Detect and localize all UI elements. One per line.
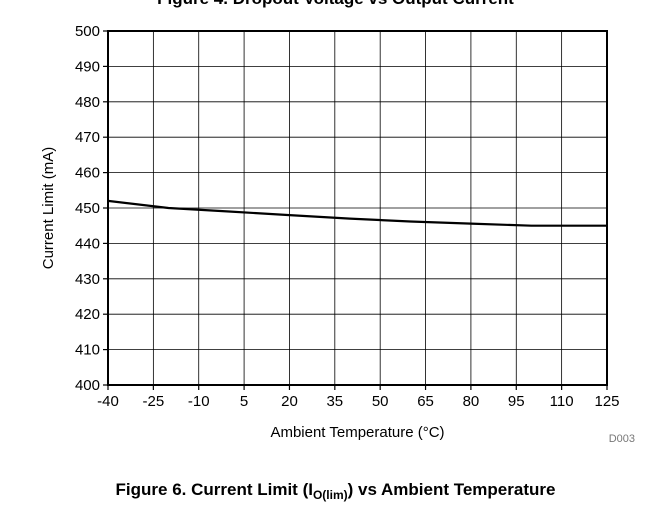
x-tick-label: 110 (550, 393, 574, 410)
y-tick-label: 470 (75, 129, 100, 146)
y-axis-title: Current Limit (mA) (40, 147, 57, 270)
y-tick-label: 480 (75, 94, 100, 111)
x-tick-label: -10 (188, 393, 210, 410)
y-tick-label: 490 (75, 58, 100, 75)
y-tick-label: 410 (75, 342, 100, 359)
y-tick-label: 450 (75, 200, 100, 217)
y-tick-label: 420 (75, 306, 100, 323)
figure-4-caption: Figure 4. Dropout Voltage vs Output Curr… (0, 0, 671, 9)
x-tick-label: 95 (508, 393, 525, 410)
y-tick-label: 460 (75, 165, 100, 182)
x-tick-label: 35 (326, 393, 343, 410)
figure-code: D003 (609, 433, 635, 445)
x-tick-label: -40 (97, 393, 119, 410)
caption-suffix: ) vs Ambient Temperature (347, 480, 556, 499)
x-tick-label: 5 (240, 393, 248, 410)
caption-prefix: Figure 6. Current Limit (I (115, 480, 313, 499)
caption-subscript: O(lim) (312, 488, 348, 502)
series-line (107, 199, 607, 227)
x-tick-label: 125 (594, 393, 619, 410)
plot-frame (107, 30, 608, 386)
figure-6-caption: Figure 6. Current Limit (IO(lim)) vs Amb… (0, 480, 671, 502)
series-layer (107, 199, 607, 227)
y-tick-label: 500 (75, 23, 100, 40)
x-tick-label: 50 (372, 393, 389, 410)
y-tick-label: 440 (75, 235, 100, 252)
x-tick-label: 80 (463, 393, 480, 410)
x-tick-label: -25 (143, 393, 165, 410)
tick-labels: -40 -25 -10 5 20 35 50 65 80 95 110 125 400 410 420 430… (75, 23, 620, 410)
x-axis-title: Ambient Temperature (°C) (270, 424, 444, 441)
grid (103, 30, 608, 390)
y-tick-label: 400 (75, 377, 100, 394)
x-tick-label: 65 (417, 393, 434, 410)
x-tick-label: 20 (281, 393, 298, 410)
y-tick-label: 430 (75, 271, 100, 288)
